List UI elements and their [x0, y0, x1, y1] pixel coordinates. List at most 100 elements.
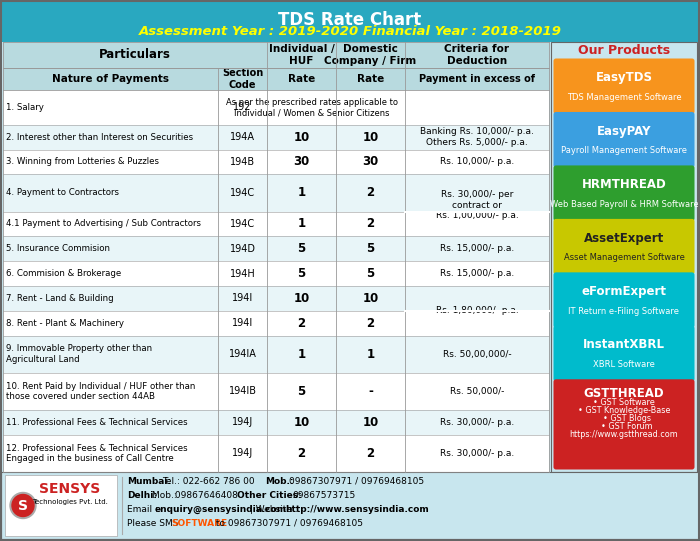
Text: http://www.sensysindia.com: http://www.sensysindia.com: [285, 505, 428, 514]
Text: 10: 10: [293, 130, 309, 143]
Text: 2: 2: [366, 187, 375, 200]
Text: IT Return e-Filing Software: IT Return e-Filing Software: [568, 307, 680, 316]
Text: 4.1 Payment to Advertising / Sub Contractors: 4.1 Payment to Advertising / Sub Contrac…: [6, 220, 201, 228]
Bar: [3, 373, 549, 410]
Text: 10: 10: [363, 130, 379, 143]
Text: Domestic
Company / Firm: Domestic Company / Firm: [324, 44, 416, 66]
Text: Mob.:: Mob.:: [152, 491, 180, 500]
Text: Tel.: 022-662 786 00: Tel.: 022-662 786 00: [162, 477, 255, 486]
Text: 194IA: 194IA: [229, 349, 256, 359]
FancyBboxPatch shape: [554, 379, 694, 470]
Text: Please SMS: Please SMS: [127, 519, 181, 528]
Text: Payroll Management Software: Payroll Management Software: [561, 146, 687, 155]
Text: 2: 2: [298, 316, 306, 329]
Text: Technologies Pvt. Ltd.: Technologies Pvt. Ltd.: [32, 499, 108, 505]
Text: Banking Rs. 10,000/- p.a.
Others Rs. 5,000/- p.a.: Banking Rs. 10,000/- p.a. Others Rs. 5,0…: [420, 128, 534, 147]
Text: 6. Commision & Brokerage: 6. Commision & Brokerage: [6, 269, 121, 278]
Text: 2: 2: [366, 217, 375, 230]
FancyBboxPatch shape: [554, 219, 694, 274]
Text: AssetExpert: AssetExpert: [584, 232, 664, 245]
Text: 2: 2: [366, 316, 375, 329]
FancyBboxPatch shape: [554, 326, 694, 381]
Text: 194H: 194H: [230, 268, 256, 279]
Text: Rs. 15,000/- p.a.: Rs. 15,000/- p.a.: [440, 269, 514, 278]
Text: Individual /
HUF: Individual / HUF: [269, 44, 335, 66]
Bar: [3, 236, 549, 261]
Bar: [551, 42, 697, 472]
Text: Nature of Payments: Nature of Payments: [52, 74, 169, 84]
Text: Rs. 1,80,000/- p.a.: Rs. 1,80,000/- p.a.: [435, 306, 519, 315]
Text: 5: 5: [298, 267, 306, 280]
Text: 5: 5: [366, 242, 375, 255]
Text: 5. Insurance Commision: 5. Insurance Commision: [6, 244, 110, 253]
Text: 8. Rent - Plant & Machinery: 8. Rent - Plant & Machinery: [6, 319, 124, 328]
Text: 194B: 194B: [230, 157, 255, 167]
Text: 1: 1: [366, 348, 375, 361]
Text: 2. Interest other than Interest on Securities: 2. Interest other than Interest on Secur…: [6, 133, 193, 142]
Text: Our Products: Our Products: [578, 44, 670, 57]
Bar: [3, 68, 549, 90]
Bar: [1, 472, 699, 539]
Text: XBRL Software: XBRL Software: [593, 360, 655, 369]
Text: Rate: Rate: [288, 74, 315, 84]
Text: Rs. 30,000/- per
contract or
Rs. 1,00,000/- p.a.: Rs. 30,000/- per contract or Rs. 1,00,00…: [435, 190, 519, 220]
Text: 10. Rent Paid by Individual / HUF other than
those covered under section 44AB: 10. Rent Paid by Individual / HUF other …: [6, 382, 195, 401]
Text: 10: 10: [363, 292, 379, 305]
Text: Rs. 15,000/- p.a.: Rs. 15,000/- p.a.: [440, 244, 514, 253]
Text: • GST Blogs: • GST Blogs: [598, 414, 650, 423]
Text: EasyTDS: EasyTDS: [596, 71, 652, 84]
Text: InstantXBRL: InstantXBRL: [583, 339, 665, 352]
Text: Web Based Payroll & HRM Software: Web Based Payroll & HRM Software: [550, 200, 699, 209]
Text: As per the prescribed rates applicable to
Individual / Women & Senior Citizens: As per the prescribed rates applicable t…: [225, 98, 398, 117]
Bar: [3, 335, 549, 373]
Text: Other Cities:: Other Cities:: [237, 491, 302, 500]
Text: 9. Immovable Property other than
Agricultural Land: 9. Immovable Property other than Agricul…: [6, 345, 152, 364]
Text: 10: 10: [293, 416, 309, 429]
Text: SENSYS: SENSYS: [39, 482, 101, 496]
Text: 7. Rent - Land & Building: 7. Rent - Land & Building: [6, 294, 113, 303]
Text: Rs. 50,000/-: Rs. 50,000/-: [450, 387, 504, 396]
Bar: [3, 90, 549, 125]
Bar: [0, 0, 700, 42]
Text: 194D: 194D: [230, 244, 256, 254]
Text: Email :: Email :: [127, 505, 161, 514]
Bar: [3, 410, 549, 435]
Text: 12. Professional Fees & Technical Services
Engaged in the business of Call Centr: 12. Professional Fees & Technical Servic…: [6, 444, 188, 463]
Text: Mumbai:: Mumbai:: [127, 477, 171, 486]
Text: to 09867307971 / 09769468105: to 09867307971 / 09769468105: [213, 519, 363, 528]
Text: 2: 2: [298, 447, 306, 460]
Text: 194C: 194C: [230, 188, 255, 198]
Text: S: S: [18, 498, 28, 512]
Bar: [3, 174, 549, 212]
Text: https://www.gstthread.com: https://www.gstthread.com: [570, 430, 678, 439]
Text: 1. Salary: 1. Salary: [6, 103, 44, 112]
Text: Payment in excess of: Payment in excess of: [419, 74, 535, 84]
Text: eFormExpert: eFormExpert: [582, 285, 666, 298]
Text: Mob.:: Mob.:: [265, 477, 293, 486]
Text: Assessment Year : 2019-2020 Financial Year : 2018-2019: Assessment Year : 2019-2020 Financial Ye…: [139, 25, 561, 38]
Bar: [3, 125, 549, 149]
Text: 194J: 194J: [232, 418, 253, 427]
Circle shape: [12, 494, 34, 517]
Text: 1: 1: [298, 348, 306, 361]
Text: 5: 5: [366, 267, 375, 280]
Text: 30: 30: [293, 155, 309, 168]
FancyBboxPatch shape: [554, 112, 694, 167]
Text: 09867646408: 09867646408: [172, 491, 238, 500]
FancyBboxPatch shape: [554, 58, 694, 114]
Bar: [3, 311, 549, 335]
Bar: [3, 435, 549, 472]
Text: 4. Payment to Contractors: 4. Payment to Contractors: [6, 188, 119, 197]
Text: 09867307971 / 09769468105: 09867307971 / 09769468105: [289, 477, 424, 486]
Text: 1: 1: [298, 187, 306, 200]
Text: TDS Management Software: TDS Management Software: [567, 93, 681, 102]
Text: 30: 30: [363, 155, 379, 168]
Text: Asset Management Software: Asset Management Software: [564, 253, 685, 262]
Text: 192: 192: [233, 102, 252, 113]
Text: Rs. 10,000/- p.a.: Rs. 10,000/- p.a.: [440, 157, 514, 167]
Text: Rs. 50,00,000/-: Rs. 50,00,000/-: [442, 349, 511, 359]
Text: enquiry@sensysindia.com: enquiry@sensysindia.com: [155, 505, 287, 514]
Text: Rate: Rate: [357, 74, 384, 84]
Text: 5: 5: [298, 242, 306, 255]
Text: Delhi:: Delhi:: [127, 491, 157, 500]
